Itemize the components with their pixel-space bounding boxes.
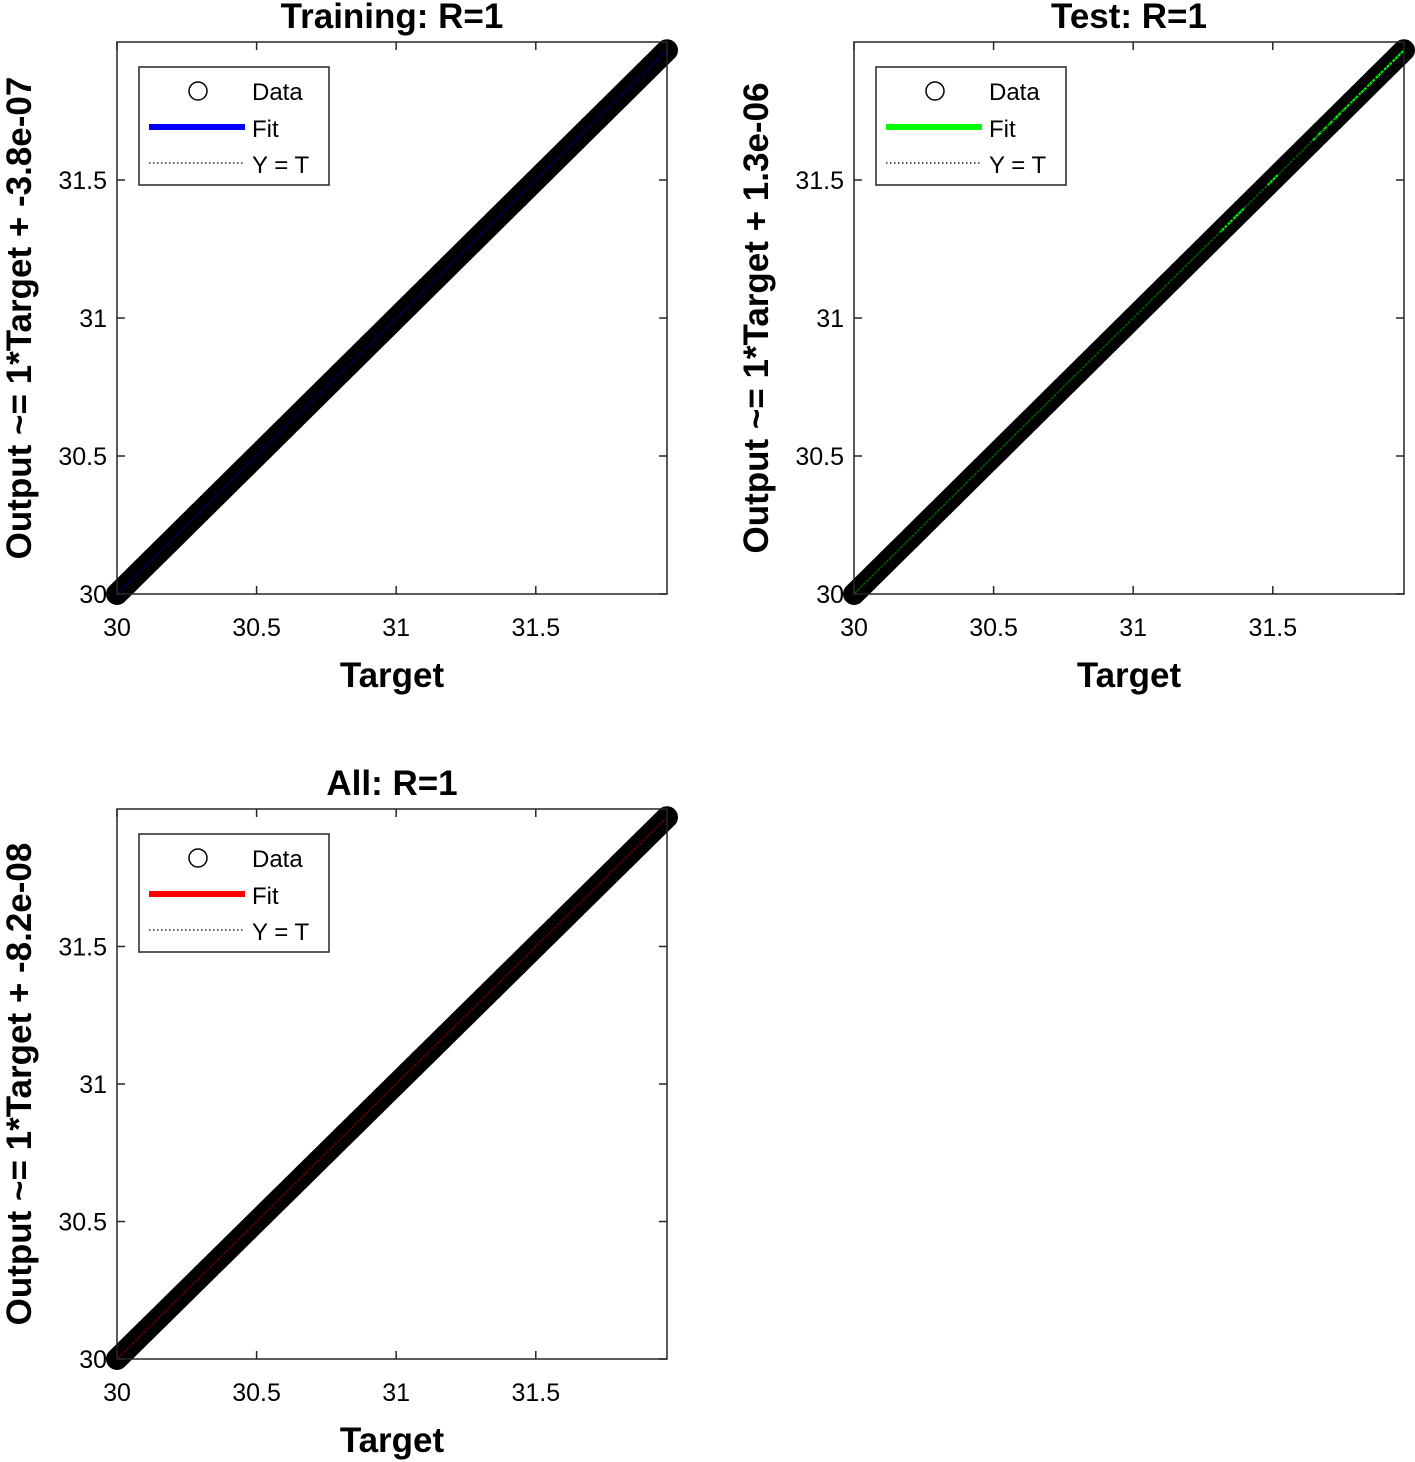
x-tick-label: 30.5 — [232, 1379, 281, 1407]
legend-label-identity: Y = T — [252, 919, 309, 946]
data-point-sparse — [1388, 45, 1409, 66]
x-tick-label: 31.5 — [511, 614, 560, 642]
y-axis-label: Output ~= 1*Target + -3.8e-07 — [0, 77, 39, 560]
x-tick-label: 31.5 — [1248, 614, 1297, 642]
data-point-sparse — [1262, 170, 1283, 190]
y-tick-label: 31.5 — [58, 167, 107, 195]
legend-data-marker — [188, 848, 208, 868]
y-tick-label: 30.5 — [58, 1209, 107, 1237]
legend-label-fit: Fit — [252, 116, 279, 143]
y-tick-label: 31 — [816, 305, 844, 333]
y-tick-label: 31.5 — [58, 934, 107, 962]
data-point-sparse — [1223, 208, 1244, 229]
legend: Data Fit Y = T — [138, 833, 330, 953]
data-point-sparse — [1313, 120, 1333, 141]
panel-2: 30 30.5 31 31.5 30 30.5 31 31.5 All: R=1 Target Ou… — [0, 764, 678, 1460]
chart-title: All: R=1 — [326, 764, 457, 803]
x-tick-label: 31 — [382, 614, 410, 642]
identity-line — [853, 49, 1405, 595]
x-tick-label: 30 — [840, 614, 868, 642]
y-tick-label: 30 — [79, 581, 107, 609]
legend-label-fit: Fit — [989, 116, 1016, 143]
y-tick-label: 31.5 — [795, 167, 844, 195]
identity-line — [116, 816, 668, 1360]
legend-label-data: Data — [252, 79, 303, 106]
legend-data-marker — [188, 81, 208, 101]
x-tick-label: 31 — [1119, 614, 1147, 642]
x-tick-label: 31.5 — [511, 1379, 560, 1407]
identity-line — [116, 49, 668, 595]
x-axis-label: Target — [1077, 656, 1182, 695]
x-axis-label: Target — [340, 656, 445, 695]
data-point-sparse — [1229, 203, 1250, 223]
data-markers — [106, 806, 678, 1370]
x-tick-label: 30.5 — [969, 614, 1018, 642]
chart-title: Test: R=1 — [1051, 0, 1207, 36]
y-axis-label: Output ~= 1*Target + 1.3e-06 — [737, 82, 776, 553]
data-point-sparse — [1318, 114, 1339, 135]
data-markers — [843, 39, 1415, 605]
data-markers — [106, 39, 678, 606]
legend-label-identity: Y = T — [252, 152, 309, 179]
legend-label-fit: Fit — [252, 883, 279, 910]
y-tick-label: 30.5 — [58, 443, 107, 471]
x-tick-label: 30 — [103, 1379, 131, 1407]
x-tick-label: 30.5 — [232, 614, 281, 642]
legend: Data Fit Y = T — [138, 66, 330, 186]
x-axis-label: Target — [340, 1421, 445, 1460]
x-tick-label: 30 — [103, 614, 131, 642]
legend-label-data: Data — [989, 79, 1040, 106]
legend-label-data: Data — [252, 846, 303, 873]
data-point-sparse — [1324, 109, 1345, 130]
legend-label-identity: Y = T — [989, 152, 1046, 179]
x-tick-label: 31 — [382, 1379, 410, 1407]
data-point-sparse — [1307, 126, 1328, 146]
legend: Data Fit Y = T — [875, 66, 1067, 186]
y-tick-label: 30 — [816, 581, 844, 609]
panel-1: 30 30.5 31 31.5 30 30.5 31 31.5 Test: R=1 Target O… — [737, 0, 1415, 695]
legend-data-marker — [925, 81, 945, 101]
y-tick-label: 31 — [79, 305, 107, 333]
y-axis-label: Output ~= 1*Target + -8.2e-08 — [0, 843, 39, 1326]
y-tick-label: 31 — [79, 1071, 107, 1099]
panel-0: 30 30.5 31 31.5 30 30.5 31 31.5 Training: R=1 Tar… — [0, 0, 678, 695]
chart-title: Training: R=1 — [281, 0, 504, 36]
y-tick-label: 30.5 — [795, 443, 844, 471]
y-tick-label: 30 — [79, 1346, 107, 1374]
